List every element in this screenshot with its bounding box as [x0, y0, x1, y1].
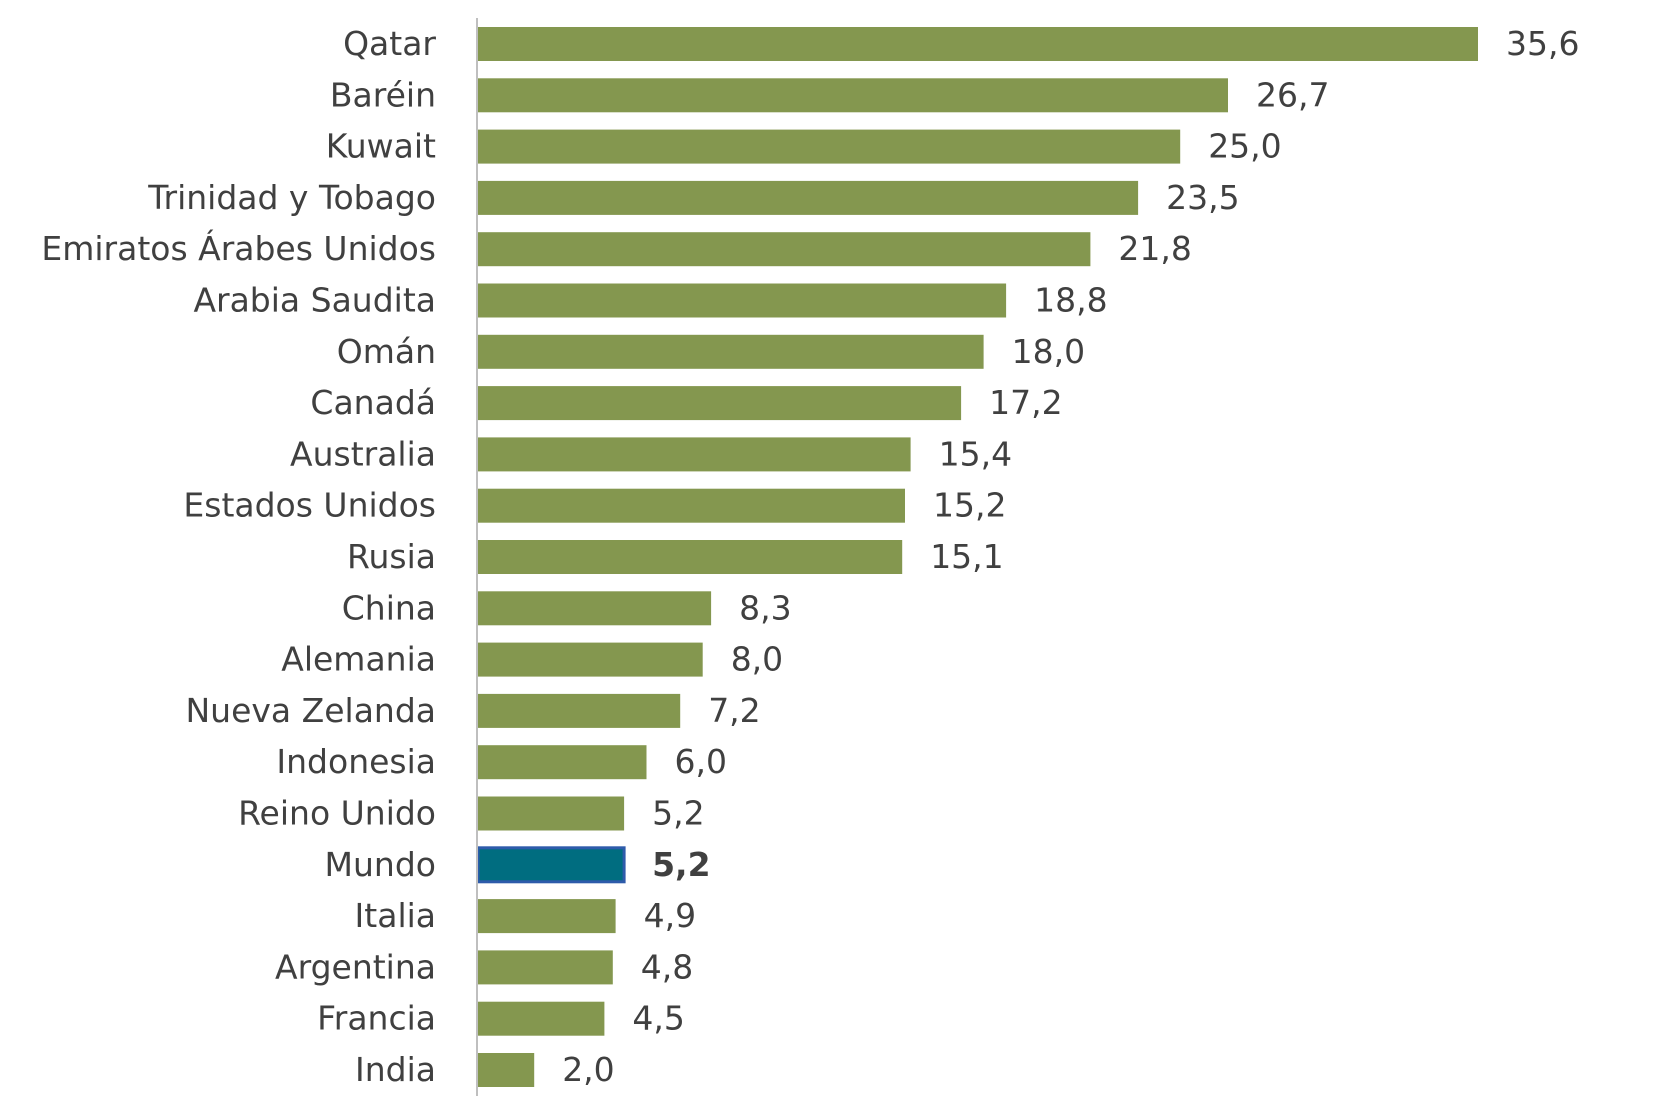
- category-label-australia: Australia: [290, 434, 436, 473]
- bar-emiratos-arabes-unidos: [478, 232, 1091, 267]
- bar-australia: [478, 437, 911, 472]
- value-label-argentina: 4,8: [641, 947, 693, 986]
- value-label-trinidad-y-tobago: 23,5: [1166, 178, 1239, 217]
- bar-oman: [478, 334, 984, 369]
- bar-alemania: [478, 642, 703, 677]
- category-label-china: China: [342, 588, 436, 627]
- category-label-trinidad-y-tobago: Trinidad y Tobago: [147, 178, 436, 217]
- value-label-francia: 4,5: [632, 999, 684, 1038]
- value-label-rusia: 15,1: [930, 537, 1003, 576]
- value-labels: 35,6 26,7 25,0 23,5 21,8 18,8 18,0 17,2 15,4 15,2…: [562, 24, 1579, 1089]
- category-label-mundo: Mundo: [325, 845, 436, 884]
- value-label-qatar: 35,6: [1506, 24, 1579, 63]
- value-label-oman: 18,0: [1012, 332, 1085, 371]
- category-label-arabia-saudita: Arabia Saudita: [193, 281, 436, 320]
- category-labels: Qatar Baréin Kuwait Trinidad y Tobago Emirat…: [41, 24, 436, 1089]
- bar-barein: [478, 78, 1228, 113]
- value-label-china: 8,3: [739, 588, 791, 627]
- category-label-oman: Omán: [337, 332, 436, 371]
- bar-italia: [478, 899, 616, 934]
- category-label-argentina: Argentina: [275, 947, 436, 986]
- value-label-india: 2,0: [562, 1050, 614, 1089]
- value-label-estados-unidos: 15,2: [933, 486, 1006, 525]
- category-label-india: India: [355, 1050, 436, 1089]
- value-label-kuwait: 25,0: [1208, 127, 1281, 166]
- category-label-nueva-zelanda: Nueva Zelanda: [185, 691, 436, 730]
- value-label-alemania: 8,0: [731, 640, 783, 679]
- value-label-australia: 15,4: [939, 434, 1012, 473]
- bar-canada: [478, 386, 962, 421]
- category-label-francia: Francia: [317, 999, 436, 1038]
- category-label-kuwait: Kuwait: [326, 127, 436, 166]
- bar-qatar: [478, 27, 1478, 61]
- category-label-indonesia: Indonesia: [276, 742, 436, 781]
- value-label-barein: 26,7: [1256, 75, 1329, 114]
- category-label-qatar: Qatar: [343, 24, 436, 63]
- category-label-italia: Italia: [355, 896, 436, 935]
- value-label-emiratos-arabes-unidos: 21,8: [1118, 229, 1191, 268]
- bar-argentina: [478, 950, 613, 985]
- bar-francia: [478, 1001, 605, 1036]
- value-label-nueva-zelanda: 7,2: [708, 691, 760, 730]
- bar-reino-unido: [478, 796, 625, 831]
- category-label-alemania: Alemania: [281, 640, 436, 679]
- value-label-mundo: 5,2: [652, 845, 710, 884]
- value-label-italia: 4,9: [644, 896, 696, 935]
- bar-estados-unidos: [478, 488, 905, 523]
- value-label-reino-unido: 5,2: [652, 794, 704, 833]
- category-label-estados-unidos: Estados Unidos: [183, 486, 436, 525]
- bar-trinidad-y-tobago: [478, 180, 1139, 215]
- category-label-reino-unido: Reino Unido: [238, 794, 436, 833]
- bar-india: [478, 1053, 535, 1087]
- category-label-canada: Canadá: [310, 383, 436, 422]
- category-label-rusia: Rusia: [347, 537, 436, 576]
- category-label-emiratos-arabes-unidos: Emiratos Árabes Unidos: [41, 228, 436, 268]
- value-label-indonesia: 6,0: [675, 742, 727, 781]
- bar-kuwait: [478, 129, 1181, 164]
- bar-indonesia: [478, 745, 647, 780]
- category-label-barein: Baréin: [330, 75, 436, 114]
- value-label-canada: 17,2: [989, 383, 1062, 422]
- bar-china: [478, 591, 712, 626]
- bar-rusia: [478, 540, 903, 574]
- bar-nueva-zelanda: [478, 693, 681, 728]
- bar-mundo: [476, 846, 626, 884]
- value-label-arabia-saudita: 18,8: [1034, 281, 1107, 320]
- bar-arabia-saudita: [478, 283, 1007, 318]
- bars-layer: [476, 27, 1478, 1087]
